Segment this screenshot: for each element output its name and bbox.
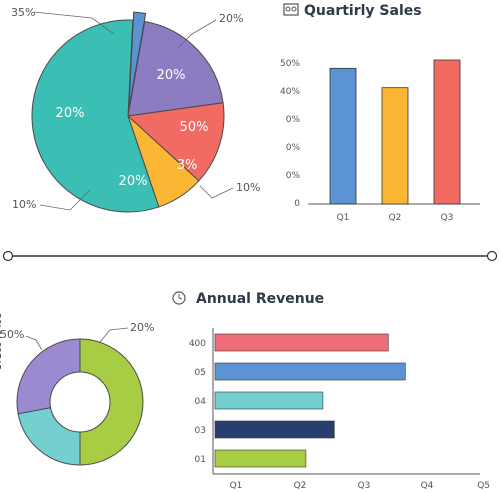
quarterly-category-label: Q3 xyxy=(441,213,454,223)
quarterly-category-label: Q2 xyxy=(389,213,402,223)
revenue-category-label: 400 xyxy=(189,339,206,349)
pie-slice-5 xyxy=(31,19,160,213)
quarterly-y-tick-label: 40% xyxy=(280,87,300,97)
donut-callouts: 20% 50% xyxy=(0,321,154,351)
donut-chart xyxy=(16,338,144,466)
quarterly-bar-q3 xyxy=(433,59,461,205)
pie-slice-1 xyxy=(128,11,147,109)
pie-callout-label-1: 35% xyxy=(11,6,35,19)
revenue-x-tick-label: Q5 xyxy=(477,481,490,491)
pie-slice-label-5: 20% xyxy=(119,174,148,189)
revenue-x-tick-label: Q4 xyxy=(421,481,434,491)
donut-callout-label-1: 20% xyxy=(130,321,154,334)
annual-revenue-chart: 400 05 04 03 01 Q1 Q2 Q3 Q4 Q5 xyxy=(189,328,490,491)
quarterly-bar-q2 xyxy=(381,87,409,205)
quarterly-bar-q1 xyxy=(329,67,357,205)
donut-slice-1 xyxy=(79,338,144,466)
quarterly-sales-title: Quartirly Sales xyxy=(304,3,422,19)
revenue-x-tick-label: Q1 xyxy=(230,481,243,491)
pie-callout-label-2: 20% xyxy=(219,12,243,25)
quarterly-y-tick-label: 0% xyxy=(286,171,301,181)
pie-callout-line-1 xyxy=(33,11,115,35)
quarterly-y-tick-label: 0% xyxy=(286,115,301,125)
donut-callout-line-1 xyxy=(99,327,129,343)
quarterly-y-tick-label: 0% xyxy=(286,143,301,153)
main-pie-chart: 20% 50% 3% 20% 20% xyxy=(31,11,225,213)
pie-slice-label-3: 50% xyxy=(180,120,209,135)
main-pie-callouts: 35% 20% 10% 10% xyxy=(11,6,260,211)
pie-slice-2 xyxy=(127,20,224,117)
revenue-category-label: 04 xyxy=(195,397,207,407)
quarterly-category-label: Q1 xyxy=(337,213,350,223)
section-divider xyxy=(2,250,498,262)
pie-extra-label: 20% xyxy=(56,106,85,121)
revenue-title-icon xyxy=(172,291,186,305)
divider-left-handle xyxy=(2,250,14,262)
divider-right-handle xyxy=(486,250,498,262)
pie-slice-label-2: 20% xyxy=(157,68,186,83)
revenue-bar-5 xyxy=(214,449,307,468)
annual-revenue-title: Annual Revenue xyxy=(196,291,324,307)
pie-slice-label-4: 3% xyxy=(177,158,198,173)
revenue-x-tick-label: Q2 xyxy=(294,481,307,491)
pie-slice-3 xyxy=(126,102,225,182)
revenue-category-label: 05 xyxy=(195,368,206,378)
pie-callout-line-5 xyxy=(39,189,91,211)
quarterly-sales-chart: Quartirly Sales 50% 40% 0% 0% 0% 0 Q1 Q2 Q3 xyxy=(280,3,480,223)
pie-callout-line-4 xyxy=(199,185,234,199)
donut-slice-3 xyxy=(16,338,81,415)
revenue-category-label: 01 xyxy=(195,455,206,465)
quarterly-sales-title-icon xyxy=(283,3,299,16)
quarterly-y-tick-label: 50% xyxy=(280,59,300,69)
side-tag: 1726946498 xyxy=(0,312,4,370)
revenue-bar-1 xyxy=(214,333,389,352)
revenue-x-tick-label: Q3 xyxy=(358,481,371,491)
pie-callout-line-2 xyxy=(177,19,217,49)
pie-callout-label-4: 10% xyxy=(236,181,260,194)
quarterly-y-tick-label: 0 xyxy=(294,199,300,209)
revenue-bar-4 xyxy=(214,420,335,439)
donut-callout-label-3: 50% xyxy=(0,328,24,341)
donut-slice-2 xyxy=(17,407,81,466)
revenue-bar-3 xyxy=(214,391,324,410)
donut-callout-line-3 xyxy=(25,335,43,351)
pie-callout-label-5: 10% xyxy=(12,198,36,211)
revenue-bar-2 xyxy=(214,362,406,381)
revenue-category-label: 03 xyxy=(195,426,206,436)
